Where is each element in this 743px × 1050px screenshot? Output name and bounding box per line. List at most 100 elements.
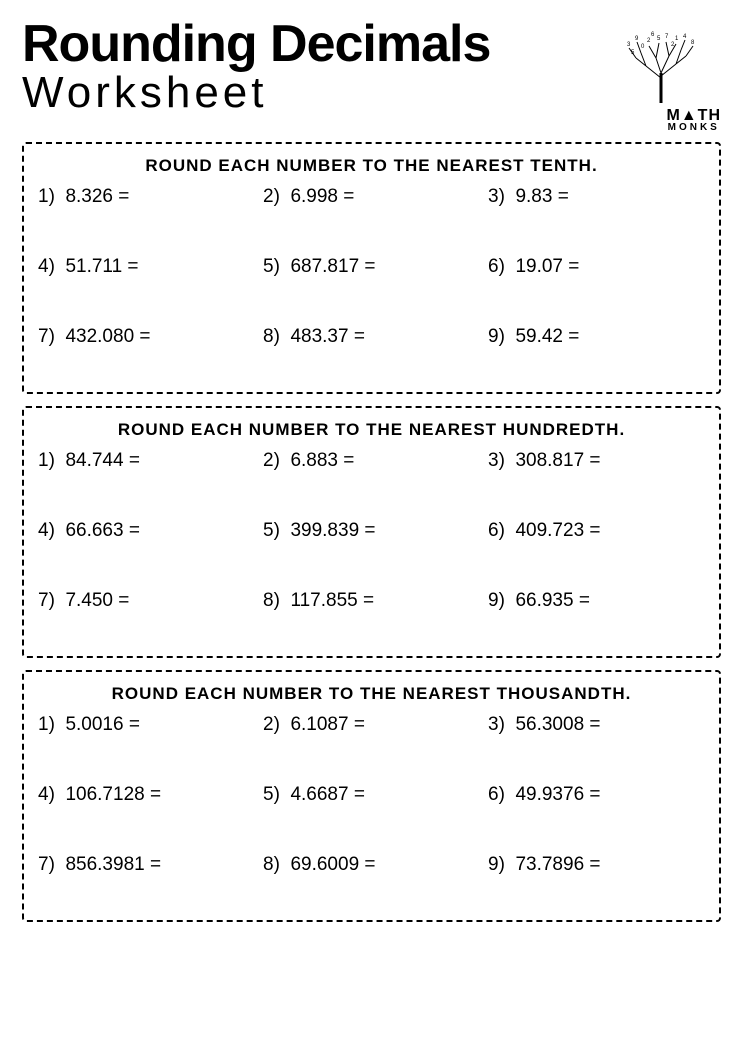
problem-item: 4) 51.711 = bbox=[38, 256, 255, 278]
tree-icon: 392 571 486 025 bbox=[601, 18, 721, 103]
problem-number: 7) bbox=[38, 854, 65, 875]
problem-number: 5) bbox=[263, 520, 290, 541]
problem-number: 6) bbox=[488, 256, 515, 277]
problem-grid: 1) 84.744 = 2) 6.883 = 3) 308.817 = 4) 66.6… bbox=[38, 450, 705, 612]
problem-number: 3) bbox=[488, 186, 515, 207]
problem-number: 2) bbox=[263, 186, 290, 207]
problem-number: 9) bbox=[488, 590, 515, 611]
problem-number: 7) bbox=[38, 326, 65, 347]
svg-text:9: 9 bbox=[635, 36, 639, 42]
main-title: Rounding Decimals bbox=[22, 18, 601, 70]
problem-value: 409.723 = bbox=[515, 520, 600, 541]
problem-number: 9) bbox=[488, 854, 515, 875]
title-block: Rounding Decimals Worksheet bbox=[22, 18, 601, 118]
problem-value: 106.7128 = bbox=[65, 784, 161, 805]
problem-value: 7.450 = bbox=[65, 590, 129, 611]
section-0: Round each number to the nearest tenth. 1… bbox=[22, 142, 721, 394]
svg-text:6: 6 bbox=[651, 32, 655, 38]
problem-value: 66.663 = bbox=[65, 520, 140, 541]
logo-block: 392 571 486 025 M▲TH MONKS bbox=[601, 18, 721, 132]
problem-item: 6) 409.723 = bbox=[488, 520, 705, 542]
problem-value: 66.935 = bbox=[515, 590, 590, 611]
problem-item: 4) 106.7128 = bbox=[38, 784, 255, 806]
problem-item: 2) 6.998 = bbox=[263, 186, 480, 208]
worksheet-header: Rounding Decimals Worksheet 392 571 486 … bbox=[22, 18, 721, 132]
problem-item: 1) 5.0016 = bbox=[38, 714, 255, 736]
section-2: Round each number to the nearest thousan… bbox=[22, 670, 721, 922]
problem-item: 7) 7.450 = bbox=[38, 590, 255, 612]
problem-item: 3) 56.3008 = bbox=[488, 714, 705, 736]
problem-value: 9.83 = bbox=[515, 186, 568, 207]
problem-number: 5) bbox=[263, 256, 290, 277]
problem-number: 1) bbox=[38, 450, 65, 471]
problem-item: 5) 399.839 = bbox=[263, 520, 480, 542]
problem-value: 308.817 = bbox=[515, 450, 600, 471]
problem-value: 49.9376 = bbox=[515, 784, 600, 805]
problem-number: 8) bbox=[263, 854, 290, 875]
problem-number: 4) bbox=[38, 256, 65, 277]
problem-item: 1) 84.744 = bbox=[38, 450, 255, 472]
problem-value: 84.744 = bbox=[65, 450, 140, 471]
svg-text:8: 8 bbox=[691, 40, 695, 46]
svg-text:0: 0 bbox=[641, 44, 645, 50]
problem-value: 856.3981 = bbox=[65, 854, 161, 875]
problem-number: 3) bbox=[488, 450, 515, 471]
problem-value: 59.42 = bbox=[515, 326, 579, 347]
problem-item: 5) 4.6687 = bbox=[263, 784, 480, 806]
problem-grid: 1) 8.326 = 2) 6.998 = 3) 9.83 = 4) 51.711 =… bbox=[38, 186, 705, 348]
problem-value: 19.07 = bbox=[515, 256, 579, 277]
problem-number: 9) bbox=[488, 326, 515, 347]
problem-value: 6.998 = bbox=[290, 186, 354, 207]
problem-value: 51.711 = bbox=[65, 256, 138, 277]
problem-value: 432.080 = bbox=[65, 326, 150, 347]
problem-value: 8.326 = bbox=[65, 186, 129, 207]
problem-item: 4) 66.663 = bbox=[38, 520, 255, 542]
svg-text:4: 4 bbox=[683, 34, 687, 40]
sections-container: Round each number to the nearest tenth. 1… bbox=[22, 142, 721, 922]
problem-value: 687.817 = bbox=[290, 256, 375, 277]
svg-text:7: 7 bbox=[665, 34, 669, 40]
problem-number: 7) bbox=[38, 590, 65, 611]
problem-item: 5) 687.817 = bbox=[263, 256, 480, 278]
problem-value: 69.6009 = bbox=[290, 854, 375, 875]
svg-text:5: 5 bbox=[657, 36, 661, 42]
problem-value: 56.3008 = bbox=[515, 714, 600, 735]
problem-number: 6) bbox=[488, 520, 515, 541]
problem-number: 2) bbox=[263, 714, 290, 735]
svg-text:2: 2 bbox=[647, 38, 651, 44]
problem-number: 2) bbox=[263, 450, 290, 471]
problem-number: 3) bbox=[488, 714, 515, 735]
problem-item: 3) 9.83 = bbox=[488, 186, 705, 208]
problem-item: 6) 19.07 = bbox=[488, 256, 705, 278]
section-1: Round each number to the nearest hundred… bbox=[22, 406, 721, 658]
problem-grid: 1) 5.0016 = 2) 6.1087 = 3) 56.3008 = 4) 106… bbox=[38, 714, 705, 876]
problem-number: 8) bbox=[263, 326, 290, 347]
sub-title: Worksheet bbox=[22, 68, 601, 118]
problem-number: 4) bbox=[38, 784, 65, 805]
problem-value: 4.6687 = bbox=[290, 784, 365, 805]
problem-item: 2) 6.883 = bbox=[263, 450, 480, 472]
brand-logo: M▲TH MONKS bbox=[667, 109, 722, 132]
problem-item: 8) 69.6009 = bbox=[263, 854, 480, 876]
problem-number: 5) bbox=[263, 784, 290, 805]
section-title: Round each number to the nearest tenth. bbox=[38, 156, 705, 176]
problem-value: 117.855 = bbox=[290, 590, 374, 611]
problem-value: 6.1087 = bbox=[290, 714, 365, 735]
problem-number: 1) bbox=[38, 186, 65, 207]
brand-sub: MONKS bbox=[667, 123, 722, 132]
problem-item: 8) 117.855 = bbox=[263, 590, 480, 612]
svg-text:3: 3 bbox=[627, 42, 631, 48]
problem-item: 9) 59.42 = bbox=[488, 326, 705, 348]
problem-number: 8) bbox=[263, 590, 290, 611]
problem-number: 1) bbox=[38, 714, 65, 735]
problem-value: 399.839 = bbox=[290, 520, 375, 541]
svg-text:1: 1 bbox=[675, 36, 679, 42]
problem-item: 7) 432.080 = bbox=[38, 326, 255, 348]
problem-number: 4) bbox=[38, 520, 65, 541]
problem-value: 483.37 = bbox=[290, 326, 365, 347]
section-title: Round each number to the nearest hundred… bbox=[38, 420, 705, 440]
problem-value: 6.883 = bbox=[290, 450, 354, 471]
problem-value: 73.7896 = bbox=[515, 854, 600, 875]
problem-item: 9) 73.7896 = bbox=[488, 854, 705, 876]
problem-item: 2) 6.1087 = bbox=[263, 714, 480, 736]
